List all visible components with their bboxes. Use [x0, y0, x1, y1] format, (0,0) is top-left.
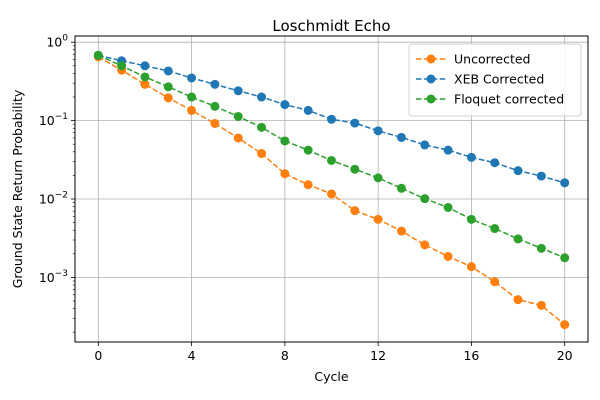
data-point [163, 93, 173, 103]
data-point [373, 173, 383, 183]
grid-lines [75, 36, 588, 342]
data-point [373, 214, 383, 224]
data-point [187, 92, 197, 102]
data-point [210, 101, 220, 111]
data-point [280, 136, 290, 146]
data-point [466, 152, 476, 162]
data-point [280, 100, 290, 110]
data-point [420, 140, 430, 150]
data-point [350, 164, 360, 174]
data-point [443, 145, 453, 155]
data-point [210, 118, 220, 128]
legend-label-2: Floquet corrected [454, 92, 564, 107]
data-point [513, 166, 523, 176]
data-point [513, 234, 523, 244]
data-point [443, 202, 453, 212]
x-tick-label: 12 [370, 348, 386, 363]
data-point [257, 122, 267, 132]
x-tick-label: 16 [463, 348, 479, 363]
y-tick-label: 10−2 [39, 191, 68, 207]
data-point [396, 183, 406, 193]
data-point [490, 277, 500, 287]
data-point [117, 61, 127, 71]
data-point [350, 118, 360, 128]
data-point [163, 82, 173, 92]
x-axis-label: Cycle [314, 369, 348, 384]
data-point [327, 155, 336, 165]
x-tick-label: 8 [281, 348, 289, 363]
data-point [443, 251, 453, 261]
series-layer [93, 50, 570, 330]
data-point [303, 180, 313, 190]
y-tick-label: 10−3 [39, 269, 68, 285]
y-tick-label: 100 [46, 34, 68, 50]
x-tick-label: 20 [557, 348, 573, 363]
data-point [210, 79, 220, 89]
data-point [280, 169, 290, 179]
data-point [233, 111, 243, 121]
data-point [536, 300, 546, 310]
legend-box [408, 43, 582, 117]
data-point [560, 253, 570, 263]
data-point [420, 194, 430, 204]
data-point [257, 149, 267, 159]
plot-area-frame [74, 35, 589, 343]
data-point [490, 158, 500, 168]
legend-marker-2 [426, 94, 436, 104]
data-point [187, 105, 197, 115]
data-point [490, 224, 500, 234]
legend-marker-0 [426, 54, 436, 64]
data-point [560, 178, 570, 188]
data-point [140, 72, 150, 82]
data-point [327, 114, 336, 124]
data-point [560, 320, 570, 330]
data-point [536, 243, 546, 253]
x-tick-label: 4 [188, 348, 196, 363]
data-point [140, 79, 150, 89]
axis-ticks: 0 4 8 12 16 20 10−3 10−2 10−1 100 [39, 34, 573, 363]
data-point [93, 50, 103, 60]
data-point [140, 61, 150, 71]
data-point [187, 73, 197, 83]
data-point [466, 262, 476, 272]
data-point [303, 145, 313, 155]
data-point [396, 132, 406, 142]
legend-label-1: XEB Corrected [454, 72, 544, 87]
data-point [536, 171, 546, 181]
data-point [513, 295, 523, 305]
data-point [396, 226, 406, 236]
data-point [373, 126, 383, 136]
data-point [350, 206, 360, 216]
legend-label-0: Uncorrected [454, 52, 530, 67]
data-point [233, 133, 243, 143]
data-point [257, 92, 267, 102]
x-tick-label: 0 [94, 348, 102, 363]
data-point [163, 66, 173, 76]
legend-marker-1 [426, 74, 436, 84]
legend: Uncorrected XEB Corrected Floquet correcte… [408, 43, 582, 117]
y-axis-label: Ground State Return Probability [10, 89, 25, 288]
chart-title: Loschmidt Echo [272, 17, 390, 35]
data-point [233, 86, 243, 96]
y-tick-label: 10−1 [39, 112, 68, 128]
data-point [327, 189, 336, 199]
data-point [303, 105, 313, 115]
data-point [420, 240, 430, 250]
data-point [466, 214, 476, 224]
